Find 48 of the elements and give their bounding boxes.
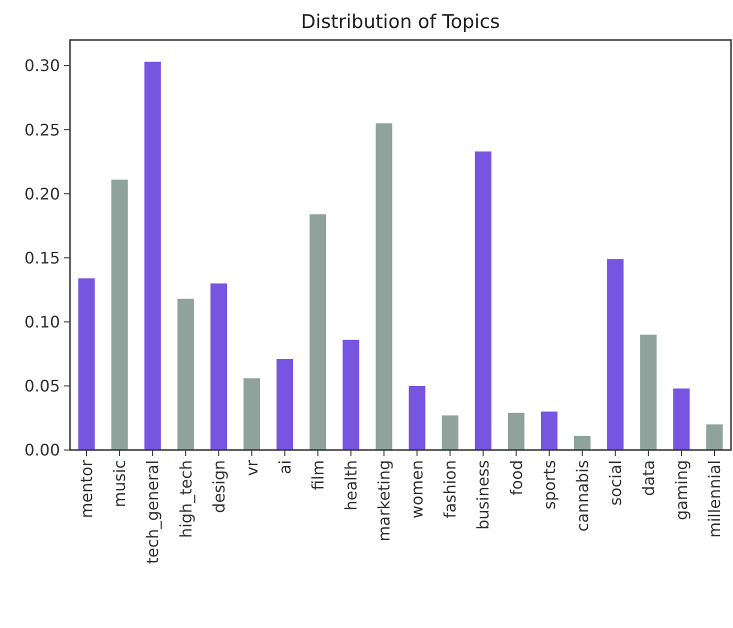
x-tick-label: mentor — [77, 460, 96, 518]
x-tick-label: ai — [275, 460, 294, 474]
bar — [376, 123, 392, 450]
x-tick-label: design — [209, 460, 228, 514]
x-tick-label: vr — [242, 460, 262, 476]
x-tick-label: women — [408, 460, 427, 518]
x-tick-label: sports — [540, 460, 559, 510]
y-tick-label: 0.15 — [24, 248, 60, 268]
x-tick-label: gaming — [672, 460, 692, 520]
y-tick-label: 0.25 — [24, 120, 60, 140]
bar — [177, 298, 194, 450]
bar — [508, 412, 524, 450]
bar — [276, 359, 294, 450]
x-tick-label: high_tech — [176, 460, 196, 538]
x-tick-label: data — [638, 460, 658, 496]
y-tick-label: 0.00 — [24, 440, 60, 460]
chart-title: Distribution of Topics — [301, 11, 500, 33]
bar — [640, 334, 657, 450]
bar — [574, 436, 591, 450]
bar — [310, 214, 326, 450]
y-tick-label: 0.05 — [24, 376, 60, 396]
bar — [111, 180, 128, 450]
x-tick-label: food — [506, 460, 526, 496]
bar — [342, 340, 360, 450]
x-tick-label: tech_general — [143, 460, 162, 564]
bar — [474, 151, 492, 450]
bar — [673, 388, 690, 450]
x-tick-label: business — [474, 460, 493, 530]
bar — [408, 386, 426, 450]
x-tick-label: music — [110, 460, 130, 508]
x-tick-label: cannabis — [572, 460, 592, 532]
x-tick-label: health — [342, 460, 361, 511]
y-tick-label: 0.10 — [24, 312, 60, 332]
x-tick-label: fashion — [440, 460, 460, 518]
y-tick-label: 0.20 — [24, 184, 60, 204]
bar — [210, 283, 227, 450]
y-tick-label: 0.30 — [24, 56, 60, 76]
bar — [607, 259, 624, 450]
x-tick-label: millennial — [705, 460, 724, 538]
bar — [540, 412, 558, 450]
x-tick-label: social — [606, 460, 625, 506]
bar — [144, 62, 161, 450]
x-tick-label: film — [308, 460, 328, 490]
x-tick-label: marketing — [374, 460, 394, 542]
bar — [706, 424, 723, 450]
bar — [442, 415, 458, 450]
bar — [244, 378, 260, 450]
bar — [78, 278, 95, 450]
